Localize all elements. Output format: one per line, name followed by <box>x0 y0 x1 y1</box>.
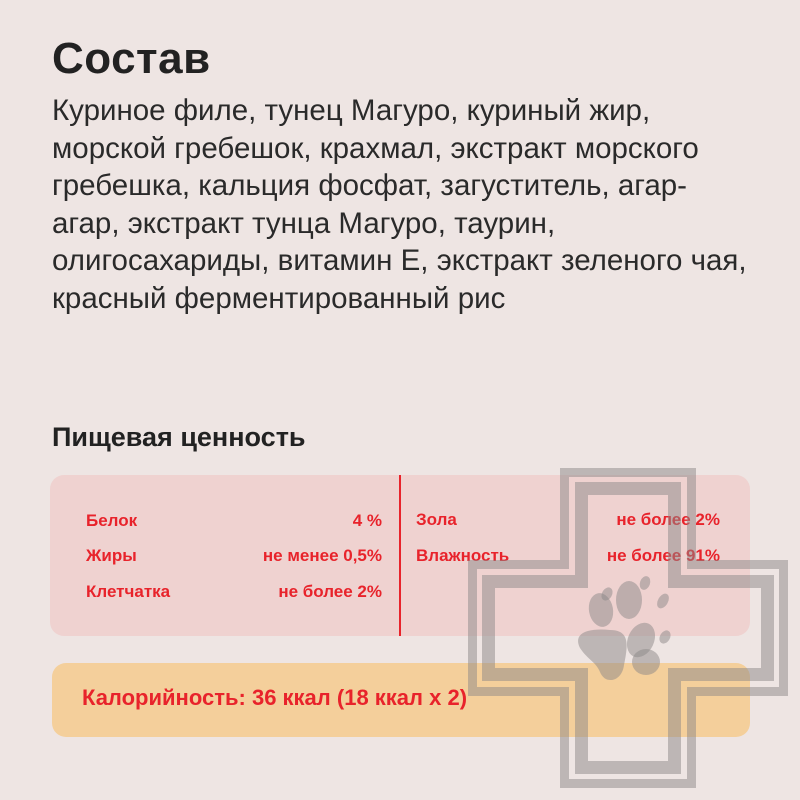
nutrient-label: Жиры <box>86 546 137 565</box>
nutrient-value: не менее 0,5% <box>262 546 382 565</box>
composition-text: Куриное филе, тунец Магуро, куриный жир,… <box>52 94 747 315</box>
nutrient-row: Клетчатка не более 2% <box>86 582 382 602</box>
nutrient-row: Влажность не более 91% <box>416 546 720 566</box>
nutrient-row: Белок 4 % <box>86 511 382 531</box>
composition-title: Состав <box>52 34 211 83</box>
nutrient-value: не более 2% <box>616 510 720 529</box>
nutrient-value: не более 91% <box>606 546 720 565</box>
nutrient-label: Белок <box>86 511 138 530</box>
nutrient-row: Жиры не менее 0,5% <box>86 546 382 566</box>
calorie-panel: Калорийность: 36 ккал (18 ккал х 2) <box>52 663 750 737</box>
nutrient-row: Зола не более 2% <box>416 510 720 530</box>
nutrient-label: Влажность <box>416 546 510 565</box>
nutrient-label: Клетчатка <box>86 582 171 601</box>
divider <box>399 475 401 636</box>
nutrient-value: не более 2% <box>278 582 382 601</box>
nutrition-title: Пищевая ценность <box>52 422 306 452</box>
nutrient-value: 4 % <box>352 511 382 530</box>
nutrient-label: Зола <box>416 510 457 529</box>
calorie-text: Калорийность: 36 ккал (18 ккал х 2) <box>82 685 468 710</box>
